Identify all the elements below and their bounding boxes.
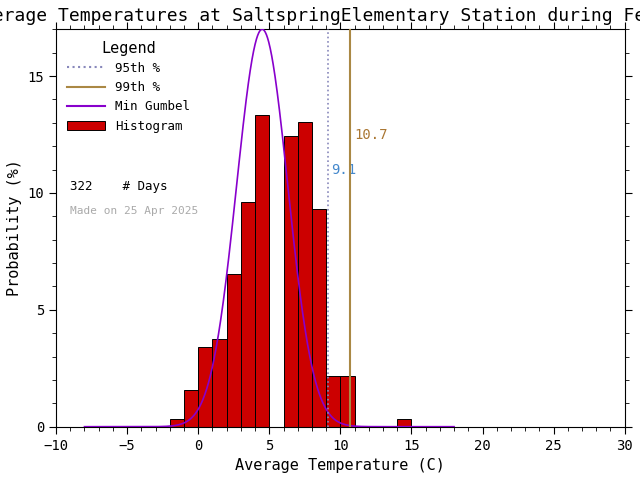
Title: Average Temperatures at SaltspringElementary Station during February: Average Temperatures at SaltspringElemen… [0,7,640,25]
Legend: 95th %, 99th %, Min Gumbel, Histogram: 95th %, 99th %, Min Gumbel, Histogram [62,36,195,138]
Bar [312,209,326,427]
Bar [170,420,184,427]
Bar [255,115,269,427]
Text: 322    # Days: 322 # Days [70,180,168,193]
Text: Made on 25 Apr 2025: Made on 25 Apr 2025 [70,206,198,216]
Text: 9.1: 9.1 [331,163,356,177]
Bar [397,420,412,427]
Bar [184,390,198,427]
Bar [298,122,312,427]
Text: 10.7: 10.7 [354,128,387,142]
Bar [340,376,355,427]
X-axis label: Average Temperature (C): Average Temperature (C) [236,458,445,473]
Bar [212,339,227,427]
Bar [227,274,241,427]
Bar [326,376,340,427]
Bar [198,347,212,427]
Bar [284,136,298,427]
Y-axis label: Probability (%): Probability (%) [7,159,22,297]
Bar [241,202,255,427]
